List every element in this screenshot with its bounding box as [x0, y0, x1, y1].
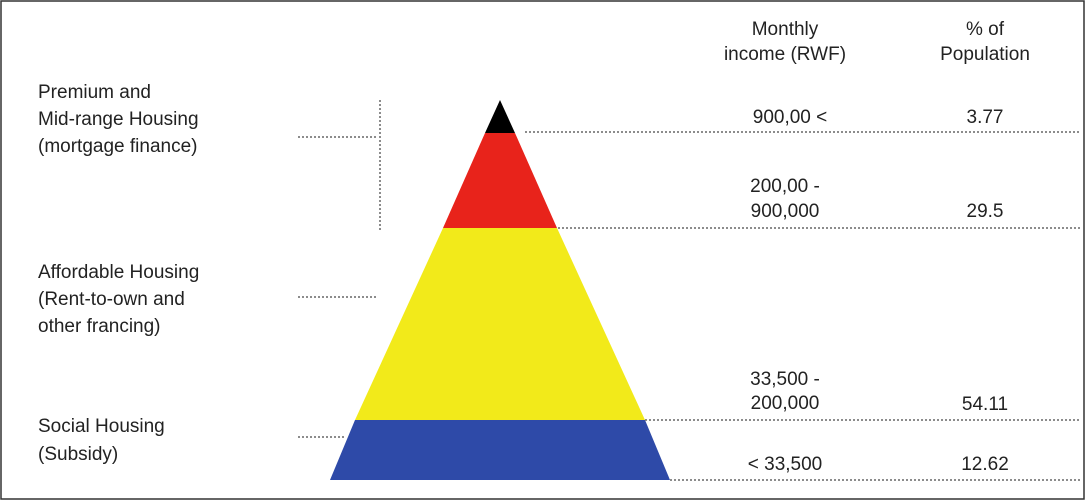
header: Population: [940, 44, 1030, 65]
income: 900,000: [751, 201, 820, 222]
income: 200,000: [751, 393, 820, 414]
income: 200,00 -: [750, 176, 820, 197]
percent: 3.77: [967, 107, 1004, 128]
header: % of: [966, 19, 1005, 40]
segment-label: Premium and: [38, 82, 151, 103]
segment-label: Social Housing: [38, 416, 165, 437]
income: 900,00 <: [753, 107, 828, 128]
income: 33,500 -: [750, 369, 820, 390]
pyramid-red: [443, 133, 557, 228]
header: Monthly: [752, 19, 819, 40]
pyramid-top: [485, 100, 515, 133]
segment-label: (mortgage finance): [38, 136, 197, 157]
segment-label: other francing): [38, 316, 161, 337]
header: income (RWF): [724, 44, 846, 65]
percent: 54.11: [962, 394, 1008, 415]
segment-label: Affordable Housing: [38, 262, 199, 283]
pyramid-yellow: [355, 228, 645, 420]
percent: 29.5: [967, 201, 1004, 222]
segment-label: Mid-range Housing: [38, 109, 199, 130]
segment-label: (Subsidy): [38, 444, 118, 465]
segment-label: (Rent-to-own and: [38, 289, 185, 310]
pyramid-blue: [330, 420, 670, 480]
income: < 33,500: [748, 454, 823, 475]
percent: 12.62: [961, 454, 1009, 475]
